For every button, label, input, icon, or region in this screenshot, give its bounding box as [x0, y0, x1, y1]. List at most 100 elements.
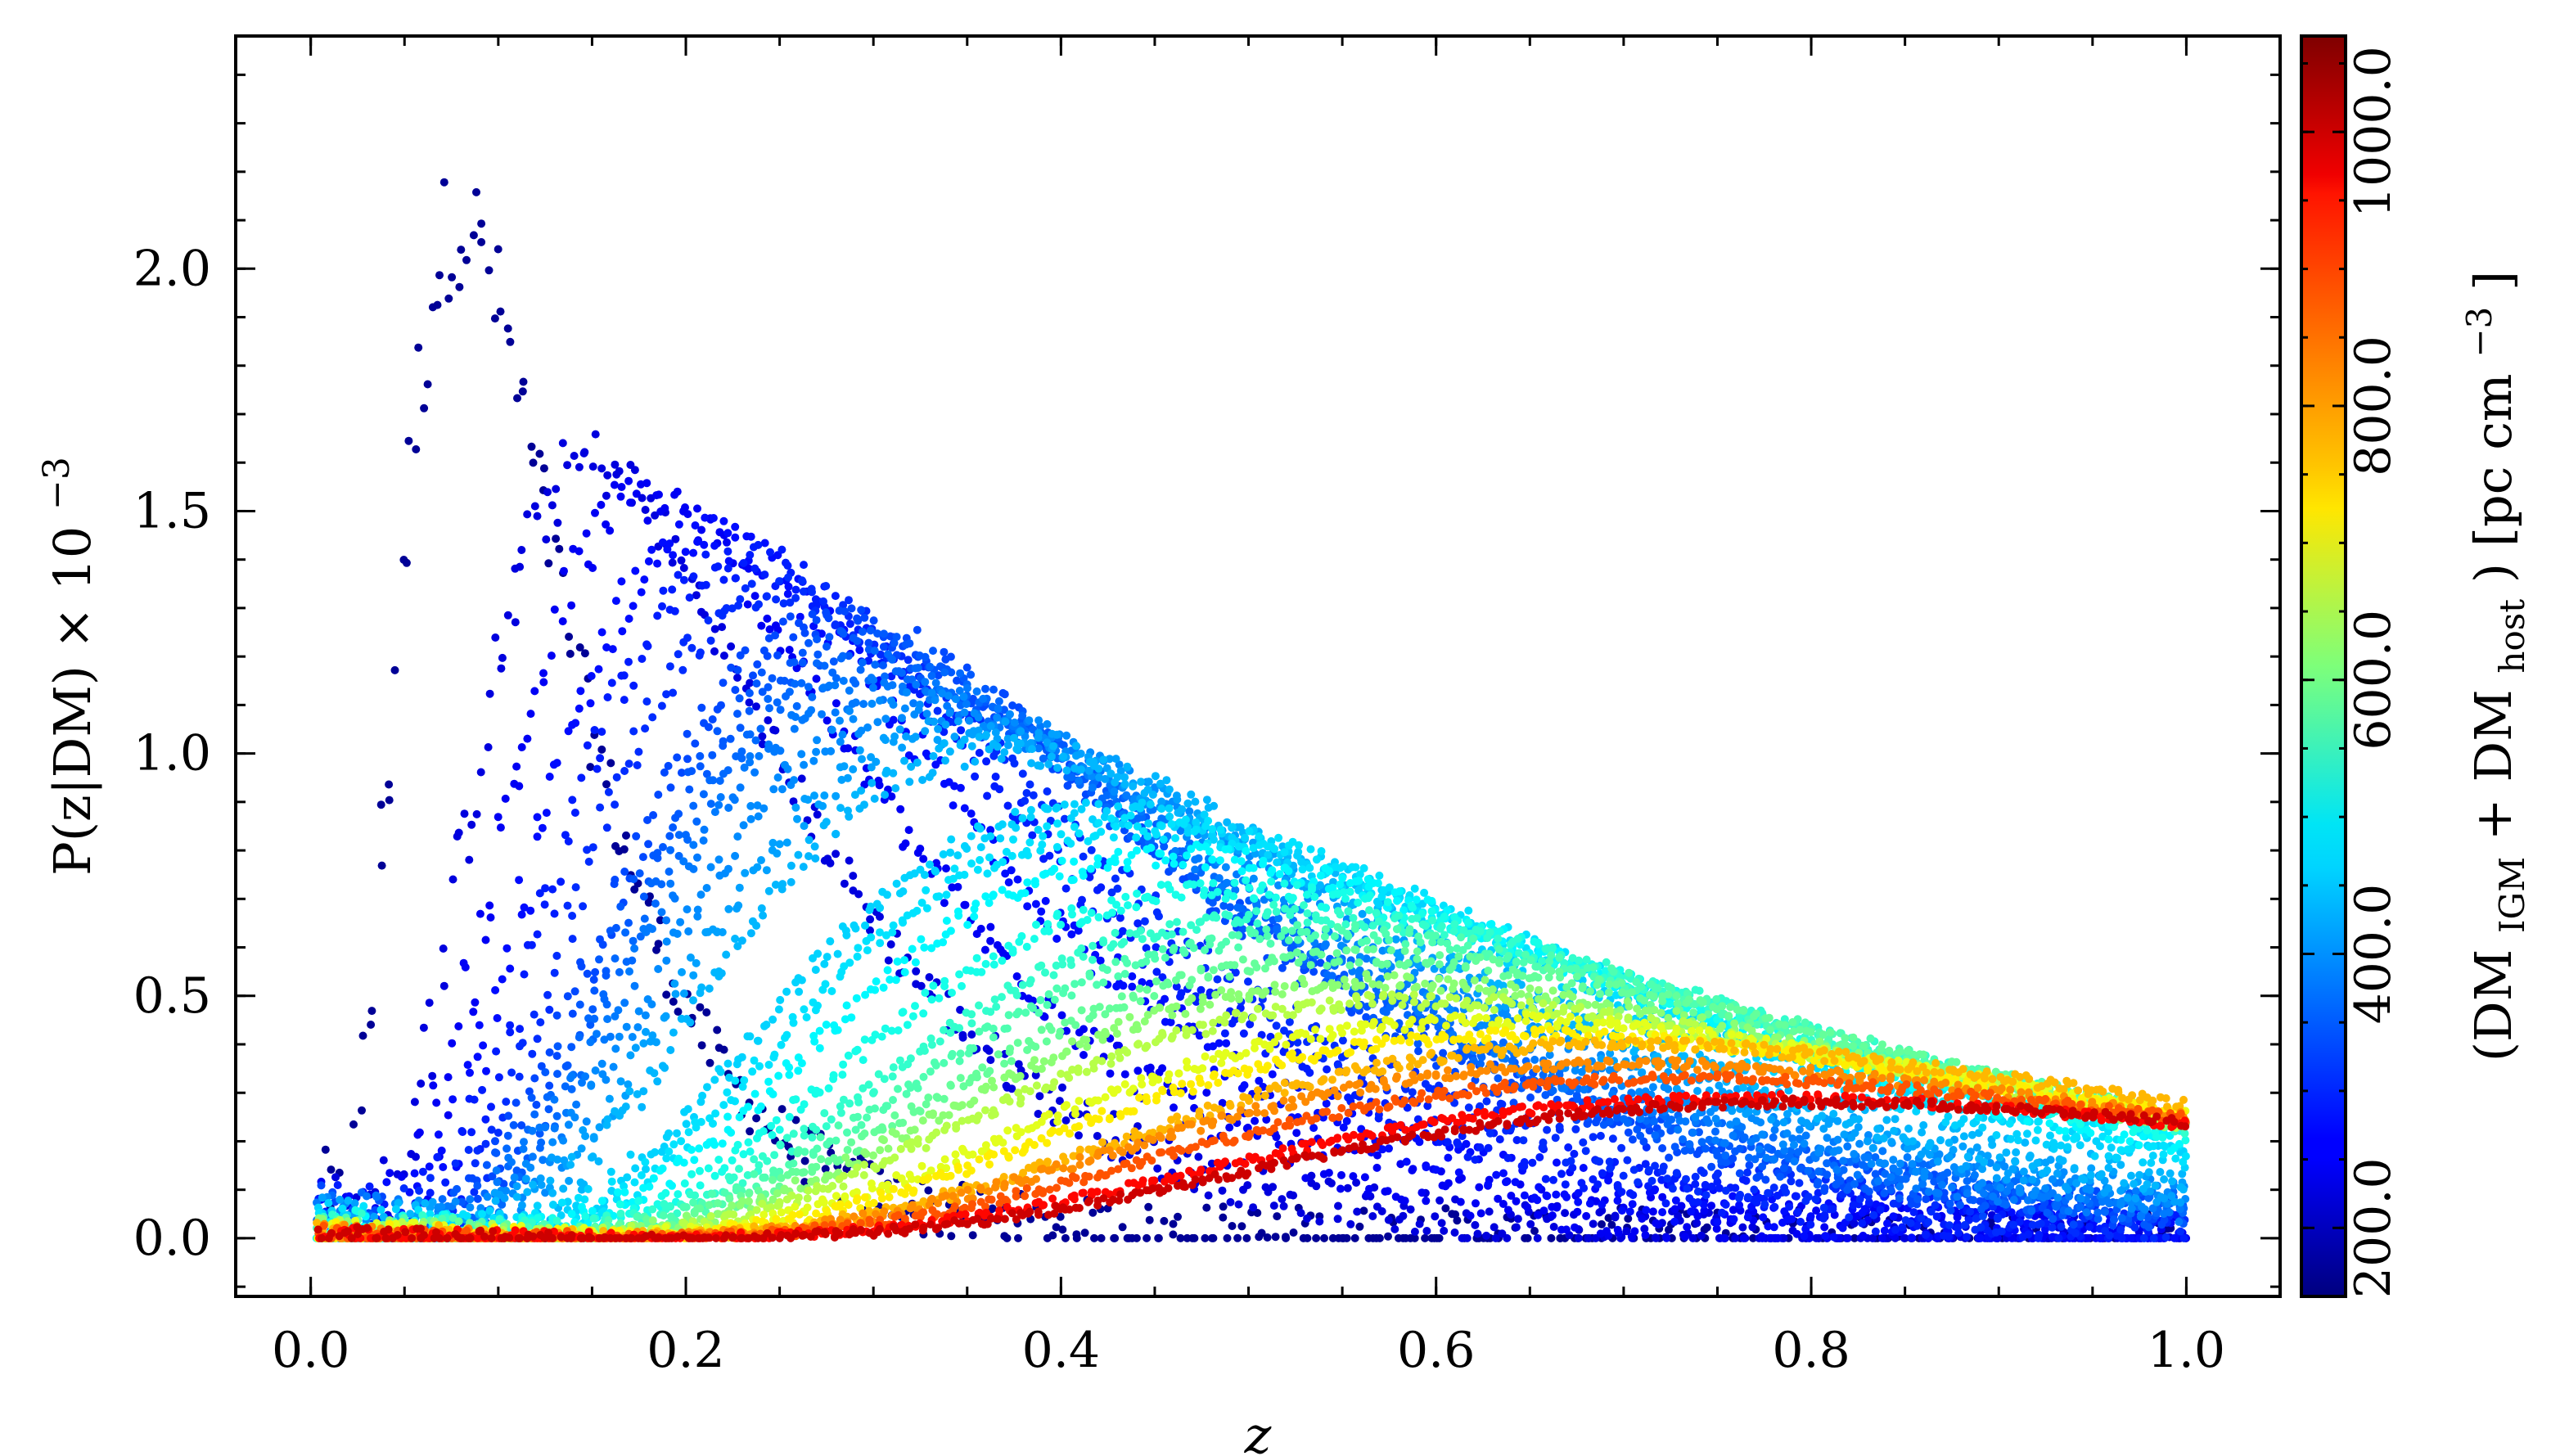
- data-point: [771, 726, 780, 735]
- data-point: [1415, 1219, 1424, 1228]
- data-point: [671, 989, 680, 998]
- data-point: [616, 492, 625, 501]
- data-point: [1701, 1180, 1710, 1189]
- data-point: [1222, 1039, 1231, 1048]
- data-point: [798, 648, 807, 657]
- data-point: [597, 500, 606, 509]
- data-point: [1816, 1144, 1825, 1153]
- data-point: [689, 801, 698, 810]
- data-point: [617, 483, 626, 491]
- data-point: [1854, 1123, 1863, 1132]
- data-point: [1571, 1223, 1579, 1232]
- data-point: [530, 1110, 539, 1119]
- data-point: [940, 647, 949, 656]
- data-point: [1735, 1169, 1744, 1178]
- data-point: [1494, 1194, 1503, 1203]
- data-point: [902, 688, 911, 696]
- data-point: [1996, 1183, 2005, 1192]
- data-point: [895, 725, 904, 734]
- data-point: [2048, 1215, 2057, 1224]
- data-point: [1057, 1011, 1066, 1020]
- data-point: [1088, 783, 1097, 792]
- data-point: [1821, 1232, 1830, 1241]
- data-point: [1296, 1209, 1305, 1218]
- data-point: [1491, 1233, 1500, 1242]
- data-point: [983, 791, 992, 800]
- data-point: [651, 1038, 660, 1047]
- data-point: [665, 662, 674, 671]
- data-point: [1530, 1227, 1539, 1235]
- data-point: [1309, 967, 1318, 976]
- data-point: [890, 732, 899, 741]
- data-point: [643, 642, 652, 651]
- data-point: [1638, 1068, 1647, 1077]
- data-point: [960, 804, 969, 813]
- data-point: [760, 539, 769, 548]
- data-point: [666, 879, 675, 888]
- data-point: [1327, 971, 1336, 980]
- data-point: [1349, 1172, 1358, 1181]
- data-point: [535, 889, 544, 898]
- data-point: [666, 783, 675, 792]
- data-point: [1034, 728, 1043, 737]
- data-point: [1010, 718, 1019, 727]
- data-point: [1048, 1231, 1057, 1240]
- data-point: [552, 759, 561, 768]
- data-point: [597, 628, 606, 637]
- data-point: [2139, 1233, 2148, 1242]
- data-point: [482, 1066, 490, 1075]
- data-point: [410, 1169, 419, 1178]
- data-point: [1687, 1207, 1696, 1216]
- data-point: [504, 1111, 513, 1120]
- data-point: [1463, 1152, 1472, 1161]
- data-point: [491, 633, 500, 642]
- data-point: [441, 1178, 450, 1187]
- data-point: [1869, 1210, 1878, 1219]
- data-point: [1683, 1223, 1692, 1232]
- data-point: [974, 713, 983, 722]
- data-point: [591, 508, 599, 517]
- data-point: [528, 1049, 537, 1058]
- data-point: [986, 936, 995, 945]
- data-point: [791, 585, 800, 594]
- data-point: [603, 693, 612, 701]
- data-point: [1037, 907, 1046, 916]
- data-point: [739, 559, 748, 567]
- data-point: [642, 697, 651, 706]
- data-point: [1176, 1233, 1185, 1242]
- data-point: [1511, 1178, 1520, 1187]
- data-point: [1623, 1118, 1632, 1127]
- data-point: [986, 1056, 995, 1065]
- data-point: [599, 989, 608, 998]
- data-point: [1170, 1103, 1178, 1112]
- data-point: [1581, 1147, 1590, 1156]
- data-point: [590, 1014, 599, 1023]
- data-point: [1444, 1179, 1453, 1188]
- data-point: [808, 692, 817, 701]
- data-point: [526, 1163, 535, 1172]
- data-point: [641, 724, 650, 733]
- data-point: [873, 718, 882, 727]
- data-point: [832, 674, 841, 683]
- data-point: [1787, 1177, 1796, 1186]
- data-point: [677, 556, 686, 565]
- data-point: [994, 696, 1003, 705]
- data-point: [657, 908, 666, 917]
- data-point: [1431, 1165, 1440, 1174]
- data-point: [515, 1072, 524, 1081]
- data-point: [2040, 1225, 2049, 1233]
- data-point: [602, 1075, 611, 1084]
- data-point: [967, 809, 976, 818]
- data-point: [1079, 1025, 1088, 1034]
- data-point: [1811, 1195, 1820, 1204]
- data-point: [570, 809, 579, 817]
- data-point: [517, 1121, 526, 1129]
- data-point: [1509, 1098, 1518, 1107]
- data-point: [1172, 982, 1181, 991]
- data-point: [813, 659, 821, 668]
- data-point: [1792, 1229, 1801, 1238]
- data-point: [1661, 1199, 1670, 1208]
- data-point: [624, 476, 633, 485]
- data-point: [693, 504, 701, 513]
- data-point: [1680, 1233, 1689, 1242]
